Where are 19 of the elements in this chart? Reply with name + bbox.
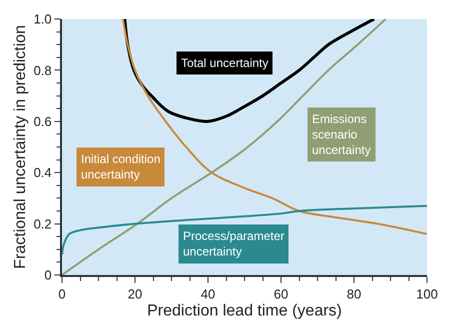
x-tick-label: 40 — [200, 286, 216, 302]
line-series — [62, 204, 427, 256]
y-axis-title: Fractional uncertainty in prediction — [12, 25, 29, 269]
x-tick-label: 80 — [346, 286, 362, 302]
series-label: Initial condition uncertainty — [81, 152, 160, 182]
y-tick-label: 1.0 — [34, 12, 52, 27]
y-tick-label: 0.4 — [34, 165, 52, 180]
x-tick-label: 20 — [128, 286, 142, 302]
y-tick-label: 0.6 — [34, 114, 52, 129]
x-axis-title: Prediction lead time (years) — [147, 302, 342, 320]
x-tick-label: 60 — [274, 286, 288, 302]
series-label: Total uncertainty — [181, 56, 268, 70]
y-tick-label: 0.2 — [34, 216, 52, 232]
y-tick-label: 0 — [44, 268, 52, 283]
series-label: Process/parameter uncertainty — [183, 229, 284, 259]
x-tick-label: 100 — [416, 286, 438, 302]
x-tick-label: 0 — [58, 286, 66, 302]
y-tick-label: 0.8 — [34, 62, 52, 78]
series-label: Emissions scenario uncertainty — [312, 112, 371, 158]
